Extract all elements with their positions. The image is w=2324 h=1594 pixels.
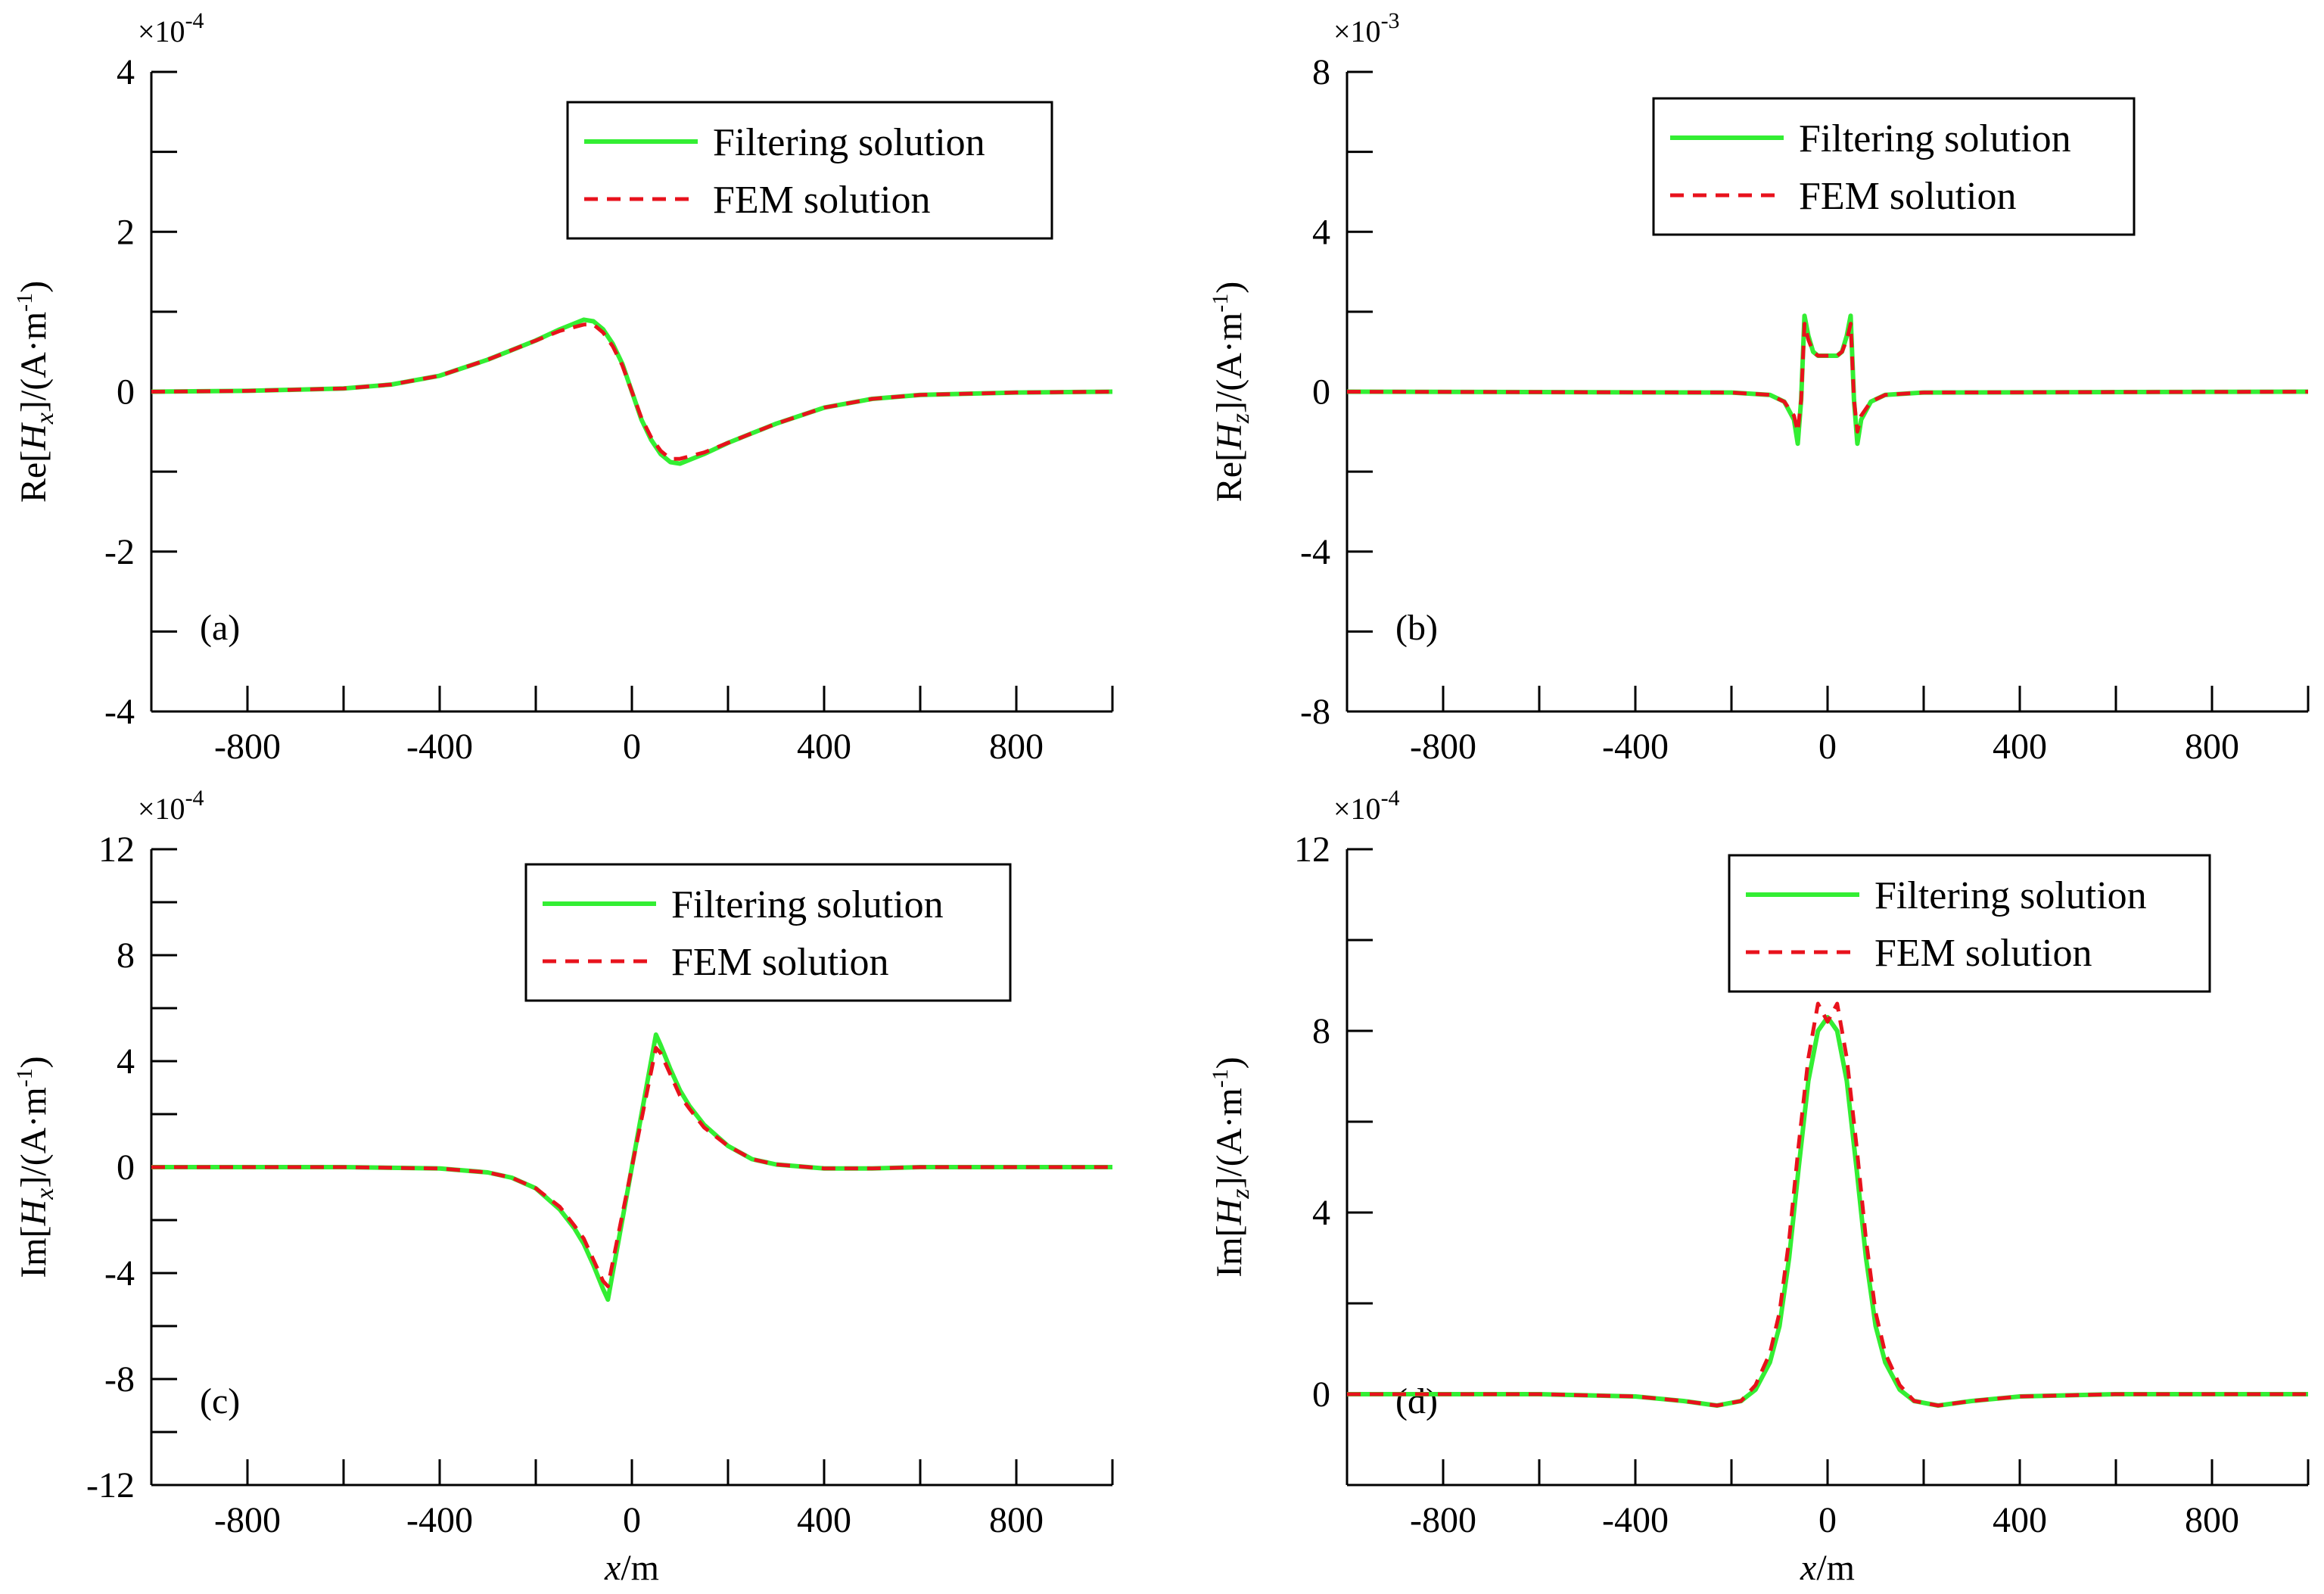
y-tick-label: -8 xyxy=(104,1359,135,1399)
panel-label: (c) xyxy=(200,1381,240,1421)
series-fem-solution xyxy=(151,1046,1112,1288)
legend-entry: FEM solution xyxy=(1874,932,2092,975)
y-tick-label: -8 xyxy=(1300,692,1330,732)
x-tick-label: -800 xyxy=(1410,727,1476,767)
legend-entry: Filtering solution xyxy=(1874,874,2147,917)
x-tick-label: 0 xyxy=(1818,727,1837,767)
legend-entry: Filtering solution xyxy=(1799,117,2071,160)
legend-box xyxy=(524,863,1012,1002)
y-axis-label: Im[Hx]/(A·m-1) xyxy=(12,1056,59,1278)
y-tick-label: -4 xyxy=(104,692,135,732)
x-tick-label: -800 xyxy=(1410,1500,1476,1540)
x-tick-label: 800 xyxy=(2185,1500,2239,1540)
legend-entry: FEM solution xyxy=(713,179,931,222)
x-tick-label: -800 xyxy=(214,727,281,767)
legend-entry: FEM solution xyxy=(671,941,889,984)
y-tick-label: 12 xyxy=(1294,830,1330,870)
x-tick-label: -400 xyxy=(1602,1500,1669,1540)
panel-d-im-hz: -800 -400 0 400 800 0 4 8 12×10-4 Im[Hz]/(A·m-1) x… xyxy=(1208,786,2310,1588)
legend-entry: Filtering solution xyxy=(671,883,944,926)
x-tick-label: 0 xyxy=(623,727,641,767)
series-fem-solution xyxy=(1347,1001,2308,1408)
y-tick-label: 8 xyxy=(1312,52,1330,92)
x-axis-label: x/m xyxy=(604,1548,659,1588)
y-axis-label: Im[Hz]/(A·m-1) xyxy=(1208,1057,1255,1278)
panel-b-re-hz: -800 -400 0 400 800 -8 -4 0 4 8×10-3 Re[Hz]/(A·m-1… xyxy=(1208,8,2310,767)
y-tick-label: 0 xyxy=(117,1147,135,1188)
x-tick-label: 0 xyxy=(623,1500,641,1540)
x-tick-label: 400 xyxy=(797,727,851,767)
axis-multiplier: ×10-4 xyxy=(138,8,204,48)
x-tick-label: -400 xyxy=(1602,727,1669,767)
x-axis-label: x/m xyxy=(1800,1548,1855,1588)
x-tick-label: -400 xyxy=(406,1500,473,1540)
legend-entry: FEM solution xyxy=(1799,175,2017,218)
y-tick-label: 12 xyxy=(98,830,135,870)
y-tick-label: 4 xyxy=(1312,212,1330,252)
y-tick-label: 0 xyxy=(117,372,135,413)
legend-box xyxy=(566,101,1053,240)
y-tick-label: 0 xyxy=(1312,372,1330,413)
series-filtering-solution xyxy=(1346,313,2309,447)
panel-label: (d) xyxy=(1395,1381,1438,1421)
panel-a-re-hx: -800 -400 0 400 800 -4 -2 0 2 4×10-4 Re[Hx]/(A·m-1… xyxy=(12,8,1114,767)
panel-label: (b) xyxy=(1395,608,1438,648)
panel-c-im-hx: -800 -400 0 400 800 -12 -8 -4 0 4 8 12×10-4 Im[Hx]/(… xyxy=(12,786,1114,1588)
y-tick-label: 0 xyxy=(1312,1375,1330,1415)
x-tick-label: 400 xyxy=(797,1500,851,1540)
x-tick-label: 400 xyxy=(1993,1500,2047,1540)
axis-multiplier: ×10-4 xyxy=(1333,786,1400,826)
y-tick-label: -12 xyxy=(86,1465,135,1505)
y-tick-label: 8 xyxy=(117,936,135,976)
y-axis-label: Re[Hz]/(A·m-1) xyxy=(1208,282,1255,503)
series-filtering-solution xyxy=(1347,1015,2308,1408)
series-fem-solution xyxy=(151,322,1113,461)
x-tick-label: 800 xyxy=(989,1500,1044,1540)
y-tick-label: 8 xyxy=(1312,1011,1330,1051)
legend-box xyxy=(1652,97,2136,236)
series-fem-solution xyxy=(1346,322,2309,434)
x-tick-label: 0 xyxy=(1818,1500,1837,1540)
y-tick-label: 2 xyxy=(117,212,135,252)
panel-label: (a) xyxy=(200,608,240,648)
y-tick-label: -2 xyxy=(104,532,135,572)
y-tick-label: 4 xyxy=(117,52,135,92)
legend-entry: Filtering solution xyxy=(713,121,985,164)
legend-box xyxy=(1728,854,2211,993)
x-tick-label: 800 xyxy=(989,727,1044,767)
x-tick-label: -400 xyxy=(406,727,473,767)
y-tick-label: -4 xyxy=(1300,532,1330,572)
axis-multiplier: ×10-3 xyxy=(1333,8,1400,48)
y-tick-label: -4 xyxy=(104,1253,135,1294)
y-axis-label: Re[Hx]/(A·m-1) xyxy=(12,281,59,503)
x-tick-label: -800 xyxy=(214,1500,281,1540)
x-tick-label: 800 xyxy=(2185,727,2239,767)
y-tick-label: 4 xyxy=(117,1041,135,1082)
x-tick-label: 400 xyxy=(1993,727,2047,767)
axis-multiplier: ×10-4 xyxy=(138,786,204,826)
y-tick-label: 4 xyxy=(1312,1193,1330,1233)
